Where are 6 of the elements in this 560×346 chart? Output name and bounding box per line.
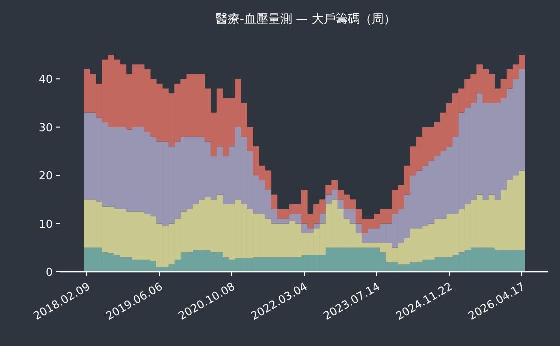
y-tick-label: 10 bbox=[39, 218, 53, 231]
y-tick-label: 0 bbox=[46, 266, 53, 279]
y-tick-label: 20 bbox=[39, 170, 53, 183]
y-tick-label: 40 bbox=[39, 73, 53, 86]
chart-title: 醫療-血壓量測 — 大戶籌碼（周） bbox=[216, 12, 396, 26]
y-tick-label: 30 bbox=[39, 121, 53, 134]
